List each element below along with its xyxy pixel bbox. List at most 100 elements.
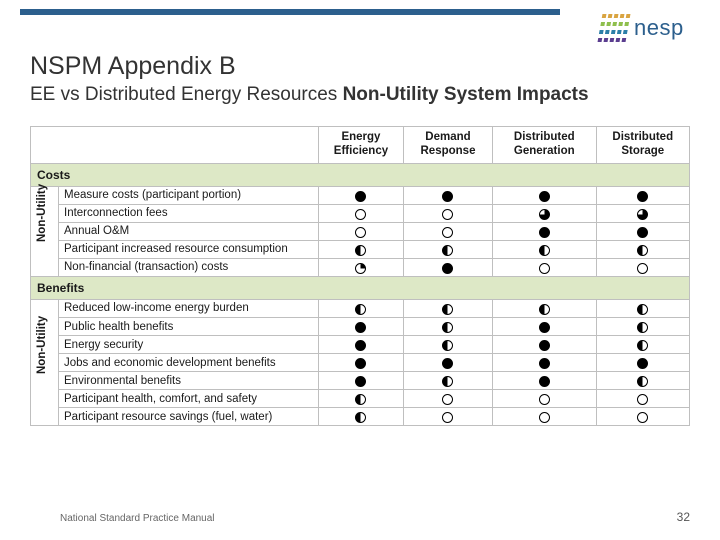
cell-value <box>493 390 596 408</box>
harvey-ball-icon <box>539 304 550 315</box>
header-blank <box>59 127 319 164</box>
harvey-ball-icon <box>355 263 366 274</box>
cell-value <box>403 390 492 408</box>
table-row: Jobs and economic development benefits <box>31 354 690 372</box>
cell-value <box>493 222 596 240</box>
section-row: Costs <box>31 163 690 186</box>
harvey-ball-icon <box>539 376 550 387</box>
cell-value <box>596 372 689 390</box>
harvey-ball-icon <box>539 340 550 351</box>
cell-value <box>319 299 404 317</box>
harvey-ball-icon <box>539 245 550 256</box>
cell-value <box>319 390 404 408</box>
brand-bar <box>20 9 560 15</box>
harvey-ball-icon <box>637 227 648 238</box>
cell-value <box>403 408 492 426</box>
harvey-ball-icon <box>539 322 550 333</box>
harvey-ball-icon <box>637 376 648 387</box>
slide: nesp NSPM Appendix B EE vs Distributed E… <box>0 0 720 540</box>
vertical-group-label-text: Non-Utility <box>36 220 48 242</box>
cell-value <box>493 354 596 372</box>
row-label: Public health benefits <box>59 317 319 335</box>
harvey-ball-icon <box>442 227 453 238</box>
logo: nesp <box>600 8 700 48</box>
cell-value <box>596 390 689 408</box>
section-label: Benefits <box>31 276 690 299</box>
harvey-ball-icon <box>355 191 366 202</box>
header-row: Energy Efficiency Demand Response Distri… <box>31 127 690 164</box>
cell-value <box>493 186 596 204</box>
harvey-ball-icon <box>637 394 648 405</box>
harvey-ball-icon <box>637 304 648 315</box>
harvey-ball-icon <box>355 227 366 238</box>
vertical-group-label: Non-Utility <box>31 299 59 425</box>
harvey-ball-icon <box>637 412 648 423</box>
row-label: Jobs and economic development benefits <box>59 354 319 372</box>
cell-value <box>596 222 689 240</box>
cell-value <box>596 258 689 276</box>
logo-text: nesp <box>634 15 684 41</box>
table-row: Environmental benefits <box>31 372 690 390</box>
harvey-ball-icon <box>355 209 366 220</box>
vertical-group-label: Non-Utility <box>31 186 59 276</box>
table-row: Non-financial (transaction) costs <box>31 258 690 276</box>
section-row: Benefits <box>31 276 690 299</box>
cell-value <box>319 354 404 372</box>
harvey-ball-icon <box>355 304 366 315</box>
harvey-ball-icon <box>637 191 648 202</box>
harvey-ball-icon <box>539 358 550 369</box>
row-label: Participant increased resource consumpti… <box>59 240 319 258</box>
cell-value <box>493 299 596 317</box>
cell-value <box>403 240 492 258</box>
impacts-table-wrap: Energy Efficiency Demand Response Distri… <box>30 126 690 426</box>
table-row: Participant resource savings (fuel, wate… <box>31 408 690 426</box>
section-label: Costs <box>31 163 690 186</box>
harvey-ball-icon <box>539 227 550 238</box>
harvey-ball-icon <box>355 340 366 351</box>
subtitle-plain: EE vs Distributed Energy Resources <box>30 84 343 105</box>
cell-value <box>403 186 492 204</box>
cell-value <box>403 336 492 354</box>
table-row: Non-UtilityMeasure costs (participant po… <box>31 186 690 204</box>
harvey-ball-icon <box>442 322 453 333</box>
cell-value <box>493 258 596 276</box>
cell-value <box>319 240 404 258</box>
cell-value <box>319 258 404 276</box>
cell-value <box>596 317 689 335</box>
impacts-table: Energy Efficiency Demand Response Distri… <box>30 126 690 426</box>
cell-value <box>403 354 492 372</box>
harvey-ball-icon <box>637 245 648 256</box>
harvey-ball-icon <box>442 304 453 315</box>
cell-value <box>493 408 596 426</box>
row-label: Reduced low-income energy burden <box>59 299 319 317</box>
harvey-ball-icon <box>442 245 453 256</box>
row-label: Participant resource savings (fuel, wate… <box>59 408 319 426</box>
harvey-ball-icon <box>539 394 550 405</box>
harvey-ball-icon <box>355 412 366 423</box>
harvey-ball-icon <box>442 358 453 369</box>
row-label: Environmental benefits <box>59 372 319 390</box>
cell-value <box>596 204 689 222</box>
harvey-ball-icon <box>355 245 366 256</box>
cell-value <box>403 372 492 390</box>
cell-value <box>319 317 404 335</box>
cell-value <box>319 372 404 390</box>
cell-value <box>403 258 492 276</box>
harvey-ball-icon <box>442 191 453 202</box>
harvey-ball-icon <box>355 376 366 387</box>
cell-value <box>493 336 596 354</box>
harvey-ball-icon <box>442 376 453 387</box>
harvey-ball-icon <box>637 358 648 369</box>
row-label: Interconnection fees <box>59 204 319 222</box>
cell-value <box>596 354 689 372</box>
cell-value <box>596 408 689 426</box>
harvey-ball-icon <box>355 358 366 369</box>
row-label: Non-financial (transaction) costs <box>59 258 319 276</box>
table-row: Participant health, comfort, and safety <box>31 390 690 408</box>
cell-value <box>319 408 404 426</box>
cell-value <box>319 222 404 240</box>
col-header: Distributed Generation <box>493 127 596 164</box>
cell-value <box>493 204 596 222</box>
page-title: NSPM Appendix B <box>30 52 236 81</box>
vertical-group-label-text: Non-Utility <box>36 352 48 374</box>
